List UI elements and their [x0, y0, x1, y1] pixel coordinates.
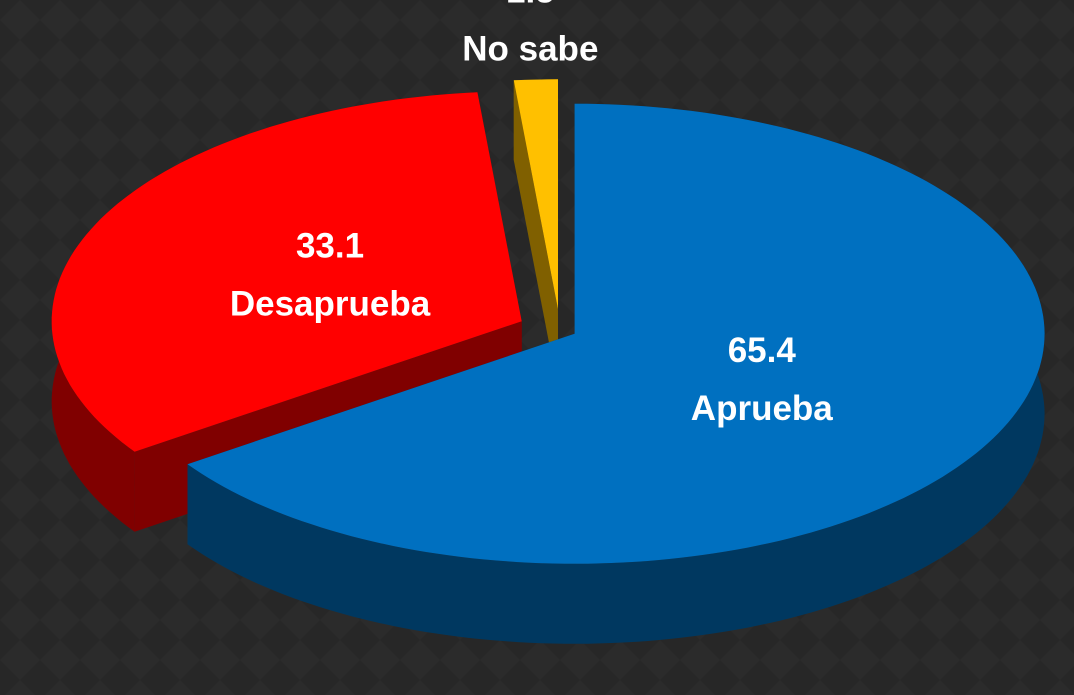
category-label: Desaprueba [230, 285, 431, 324]
data-label: 65.4 [728, 331, 797, 370]
slice-side [187, 103, 1045, 644]
data-label: 33.1 [296, 227, 364, 266]
slice [187, 103, 1045, 564]
slice [513, 79, 558, 310]
category-label: Aprueba [691, 389, 834, 428]
data-label: 1.5 [506, 0, 555, 10]
slice [51, 92, 522, 452]
category-label: No sabe [462, 29, 598, 68]
